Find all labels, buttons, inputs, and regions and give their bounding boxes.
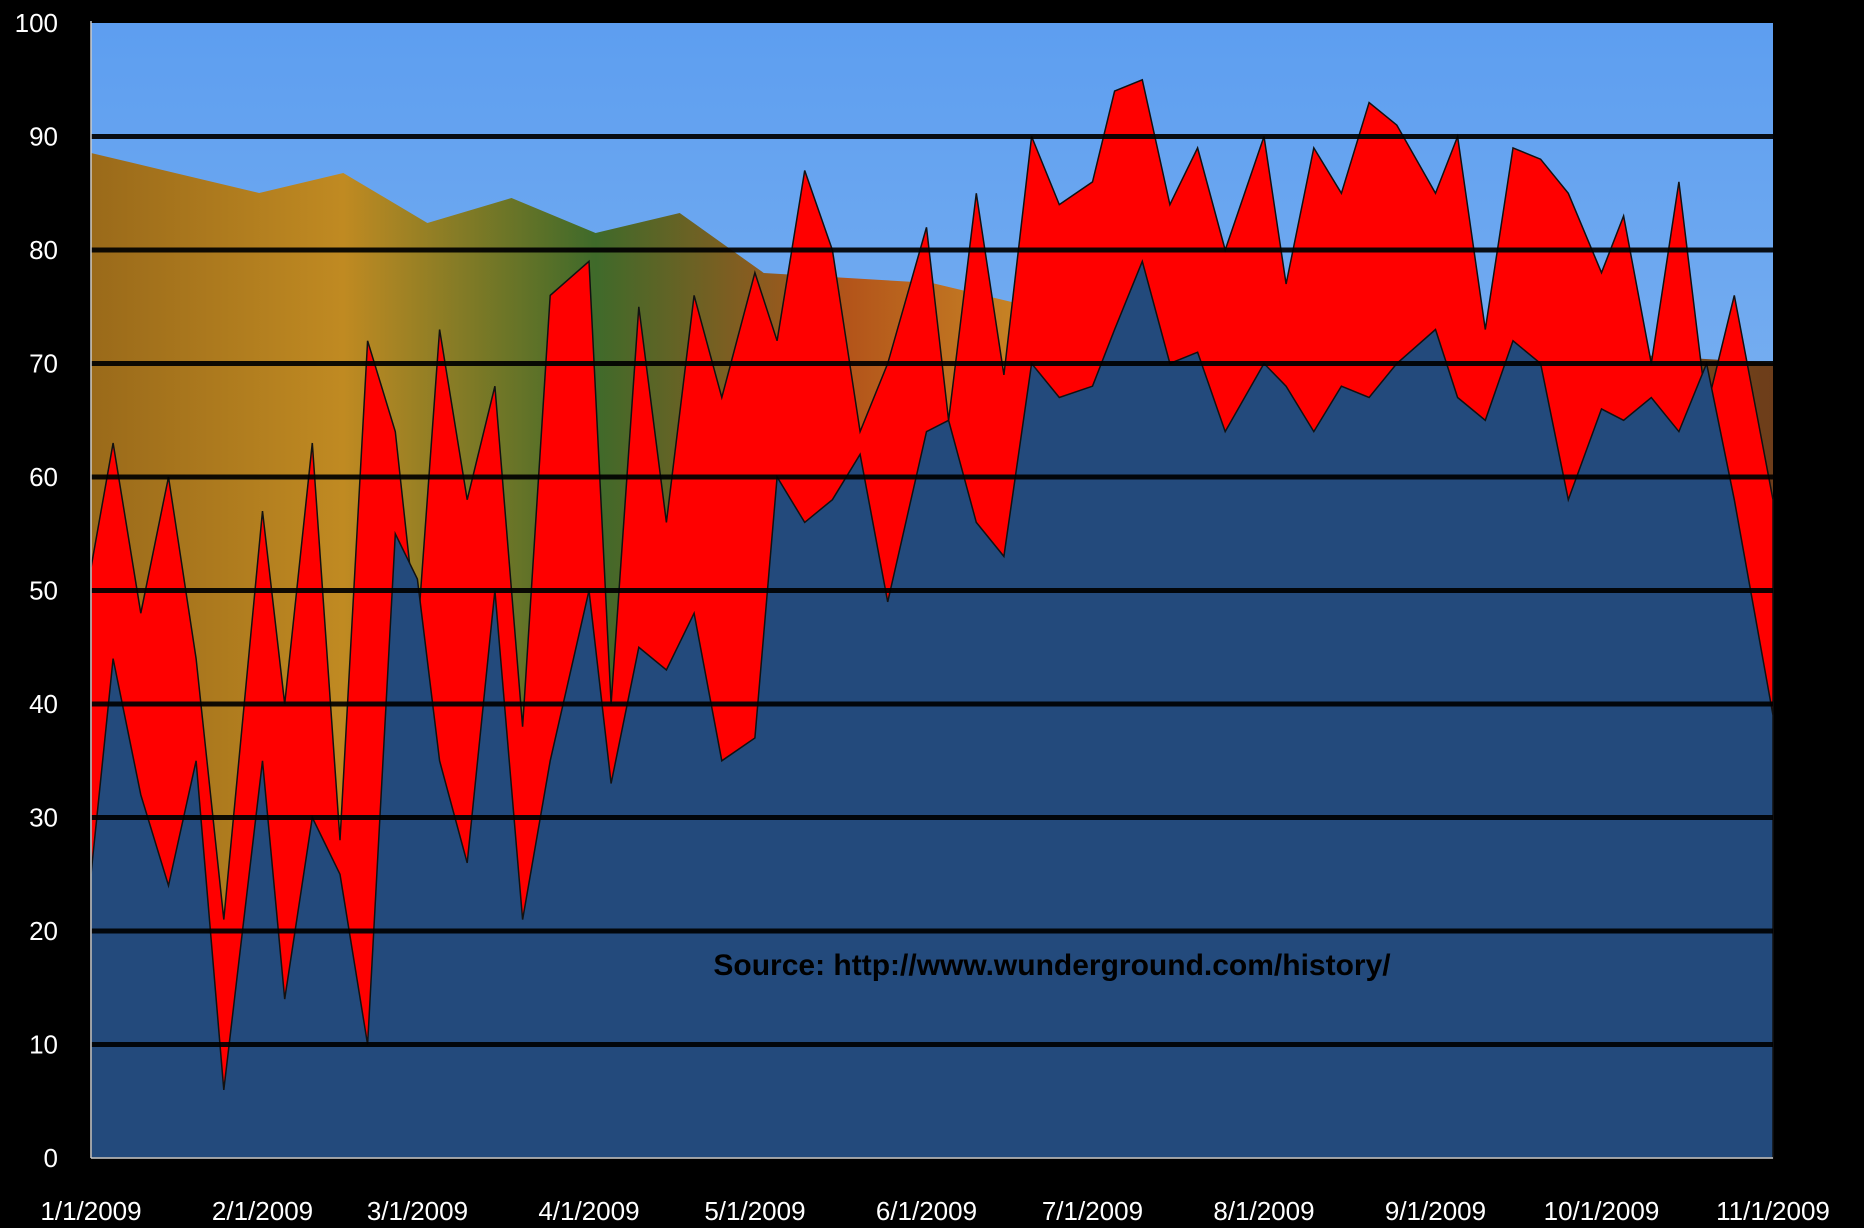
- x-tick-1-1-2009: 1/1/2009: [40, 1196, 141, 1226]
- x-axis-ticks: 1/1/2009 2/1/2009 3/1/2009 4/1/2009 5/1/2009…: [40, 1196, 1829, 1226]
- x-tick-3-1-2009: 3/1/2009: [367, 1196, 468, 1226]
- y-tick-20: 20: [29, 916, 58, 946]
- y-tick-50: 50: [29, 576, 58, 606]
- x-tick-10-1-2009: 10/1/2009: [1544, 1196, 1660, 1226]
- x-tick-4-1-2009: 4/1/2009: [538, 1196, 639, 1226]
- y-tick-100: 100: [15, 8, 58, 38]
- y-tick-0: 0: [44, 1143, 58, 1173]
- y-tick-90: 90: [29, 122, 58, 152]
- y-tick-10: 10: [29, 1030, 58, 1060]
- y-tick-70: 70: [29, 349, 58, 379]
- x-tick-5-1-2009: 5/1/2009: [704, 1196, 805, 1226]
- y-tick-40: 40: [29, 689, 58, 719]
- x-tick-9-1-2009: 9/1/2009: [1385, 1196, 1486, 1226]
- source-annotation: Source: http://www.wunderground.com/hist…: [713, 949, 1391, 982]
- y-tick-30: 30: [29, 803, 58, 833]
- x-tick-6-1-2009: 6/1/2009: [876, 1196, 977, 1226]
- x-tick-8-1-2009: 8/1/2009: [1213, 1196, 1314, 1226]
- x-tick-11-1-2009: 11/1/2009: [1716, 1196, 1830, 1226]
- y-axis-ticks: 0 10 20 30 40 50 60 70 80 90 100: [15, 8, 58, 1173]
- x-tick-2-1-2009: 2/1/2009: [212, 1196, 313, 1226]
- y-tick-80: 80: [29, 235, 58, 265]
- y-tick-60: 60: [29, 462, 58, 492]
- x-tick-7-1-2009: 7/1/2009: [1042, 1196, 1143, 1226]
